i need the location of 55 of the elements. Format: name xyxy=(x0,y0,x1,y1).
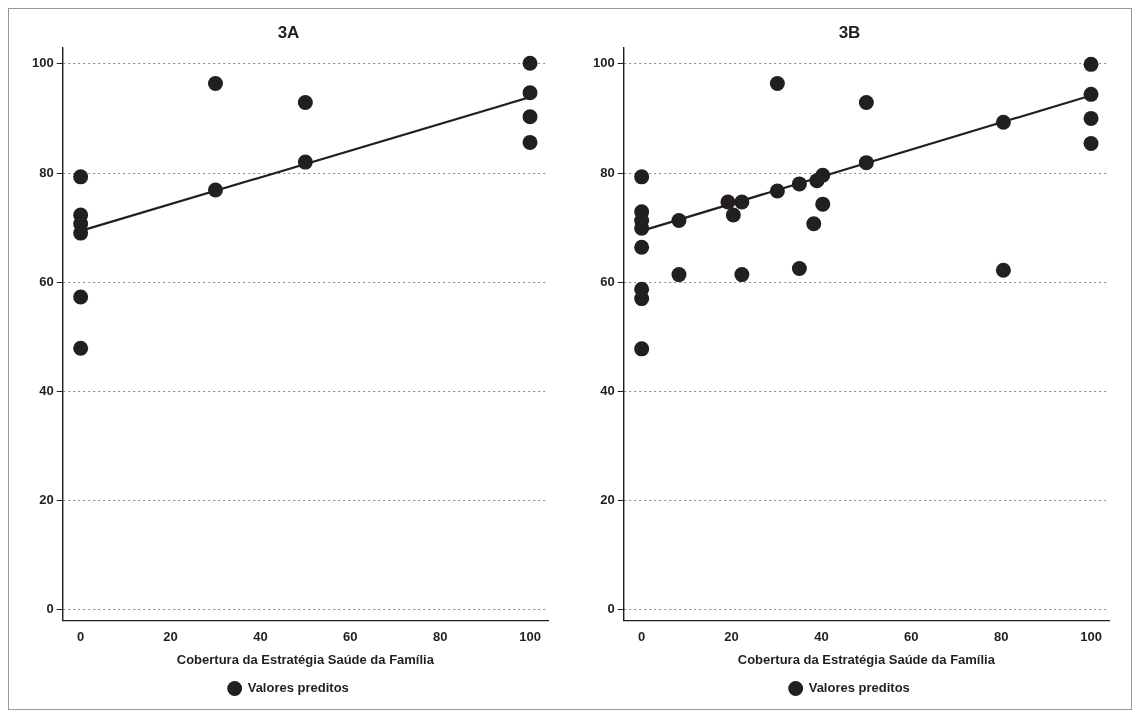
point xyxy=(207,75,223,91)
legend-label: Valores preditos xyxy=(247,680,349,696)
point xyxy=(858,95,874,111)
point xyxy=(634,239,650,255)
x-tick-label: 80 xyxy=(993,629,1009,645)
point xyxy=(806,216,822,232)
point xyxy=(791,261,807,277)
y-tick-label: 0 xyxy=(46,601,54,617)
x-tick-label: 20 xyxy=(724,629,739,645)
x-tick-label: 60 xyxy=(904,629,919,645)
x-tick-label: 80 xyxy=(432,629,448,645)
point xyxy=(634,291,650,307)
y-tick-label: 80 xyxy=(39,164,54,180)
point xyxy=(815,196,831,212)
x-tick-label: 20 xyxy=(163,629,178,645)
point xyxy=(522,109,538,125)
y-tick-label: 20 xyxy=(600,492,615,508)
point xyxy=(522,55,538,71)
point xyxy=(297,95,313,111)
point xyxy=(1083,110,1099,126)
x-tick-label: 100 xyxy=(1080,629,1102,645)
point xyxy=(73,169,89,185)
point xyxy=(522,134,538,150)
x-tick-label: 100 xyxy=(519,629,541,645)
x-tick-label: 60 xyxy=(343,629,358,645)
point xyxy=(634,169,650,185)
point xyxy=(634,341,650,357)
point xyxy=(1083,56,1099,72)
point xyxy=(73,289,89,305)
y-tick-label: 60 xyxy=(39,273,54,289)
y-tick-label: 20 xyxy=(39,492,54,508)
x-axis-title: Cobertura da Estratégia Saúde da Família xyxy=(176,651,435,667)
point xyxy=(734,267,750,283)
y-tick-label: 80 xyxy=(600,164,615,180)
y-tick-label: 100 xyxy=(592,55,615,71)
x-tick-label: 40 xyxy=(814,629,829,645)
point xyxy=(995,262,1011,278)
point xyxy=(725,207,741,223)
point xyxy=(522,85,538,101)
point xyxy=(769,75,785,91)
x-tick-label: 0 xyxy=(638,629,646,645)
point xyxy=(73,340,89,356)
x-axis-title: Cobertura da Estratégia Saúde da Família xyxy=(737,651,996,667)
y-tick-label: 100 xyxy=(31,55,54,71)
x-tick-label: 40 xyxy=(253,629,268,645)
chart-title: 3B xyxy=(838,22,861,42)
chart-title: 3A xyxy=(277,22,300,42)
point xyxy=(671,267,687,283)
x-tick-label: 0 xyxy=(77,629,85,645)
y-tick-label: 60 xyxy=(600,273,615,289)
point xyxy=(1083,136,1099,152)
y-tick-label: 0 xyxy=(607,601,615,617)
legend-label: Valores preditos xyxy=(808,680,910,696)
y-tick-label: 40 xyxy=(600,383,615,399)
y-tick-label: 40 xyxy=(39,383,54,399)
